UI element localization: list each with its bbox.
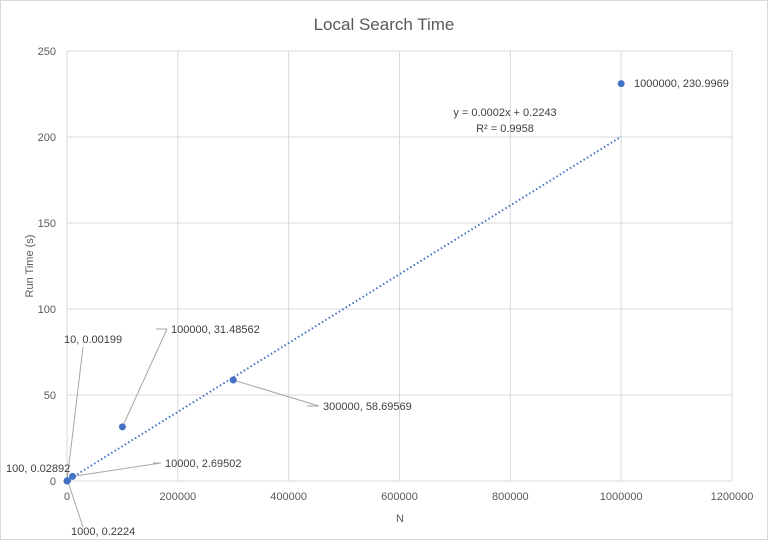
data-label: 100000, 31.48562 — [171, 324, 260, 336]
gridlines — [66, 50, 733, 482]
x-tick-label: 800000 — [492, 491, 529, 503]
x-tick-label: 200000 — [159, 491, 196, 503]
y-tick-label: 250 — [38, 46, 56, 58]
data-point — [69, 472, 77, 480]
leader-lines — [66, 328, 320, 528]
data-label: 100, 0.02892 — [6, 463, 70, 475]
y-tick-label: 50 — [44, 390, 56, 402]
leader-line — [72, 462, 162, 477]
leader-line — [233, 379, 320, 407]
y-tick-label: 150 — [38, 218, 56, 230]
data-point — [64, 477, 72, 485]
x-tick-label: 1200000 — [711, 491, 754, 503]
leader-line — [67, 480, 84, 528]
x-axis-label: N — [396, 513, 404, 525]
leader-line — [121, 328, 168, 428]
data-label: 10000, 2.69502 — [165, 458, 241, 470]
trendline-layer — [66, 135, 622, 482]
leader-line — [66, 346, 84, 482]
data-label: 10, 0.00199 — [64, 334, 122, 346]
data-points — [63, 80, 625, 485]
tick-labels: 0 50 100 150 200 250 0 200000 400000 600000 800000… — [38, 46, 754, 503]
y-tick-label: 200 — [38, 132, 56, 144]
y-tick-label: 100 — [38, 304, 56, 316]
x-tick-label: 0 — [64, 491, 70, 503]
data-label: 1000000, 230.9969 — [634, 78, 729, 90]
x-tick-label: 400000 — [270, 491, 307, 503]
data-point — [118, 423, 126, 431]
x-tick-label: 1000000 — [600, 491, 643, 503]
trendline-equation: y = 0.0002x + 0.2243 — [453, 107, 556, 119]
data-point — [617, 80, 625, 88]
data-label: 1000, 0.2224 — [71, 526, 135, 538]
x-tick-label: 600000 — [381, 491, 418, 503]
trendline-r-squared: R² = 0.9958 — [476, 123, 534, 135]
chart-title: Local Search Time — [314, 15, 455, 34]
data-label: 300000, 58.69569 — [323, 401, 412, 413]
y-tick-label: 0 — [50, 476, 56, 488]
data-point — [229, 376, 237, 384]
y-axis-label: Run Time (s) — [24, 235, 36, 298]
trendline — [66, 135, 622, 482]
